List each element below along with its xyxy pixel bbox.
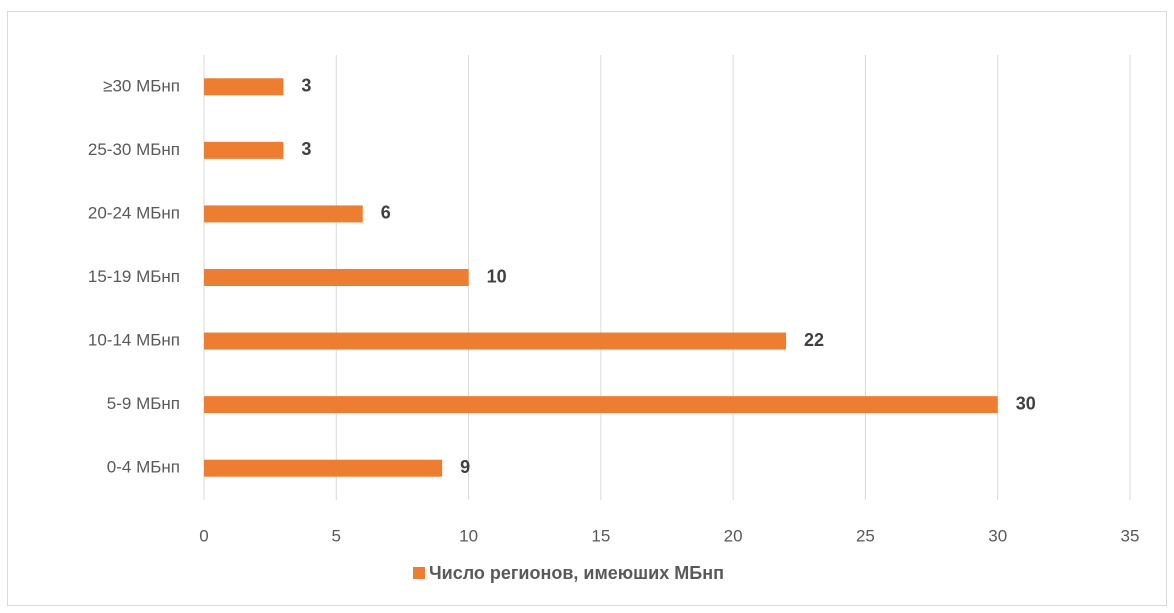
x-tick-label: 0 — [199, 526, 208, 545]
value-label: 10 — [487, 266, 507, 286]
value-label: 30 — [1016, 393, 1036, 413]
y-tick-label: 0-4 МБнп — [107, 458, 180, 477]
bar — [204, 205, 363, 223]
legend-label: Число регионов, имеюших МБнп — [429, 563, 724, 583]
y-tick-label: 25-30 МБнп — [88, 140, 180, 159]
value-label: 22 — [804, 330, 824, 350]
legend-swatch — [413, 567, 425, 579]
x-tick-label: 5 — [332, 526, 341, 545]
x-tick-label: 10 — [459, 526, 478, 545]
chart-border — [7, 11, 1167, 606]
y-tick-label: 5-9 МБнп — [107, 394, 180, 413]
value-label: 3 — [301, 139, 311, 159]
x-tick-label: 25 — [856, 526, 875, 545]
x-tick-label: 30 — [988, 526, 1007, 545]
value-label: 9 — [460, 457, 470, 477]
y-tick-label: 10-14 МБнп — [88, 331, 180, 350]
bar — [204, 78, 284, 96]
x-tick-label: 20 — [724, 526, 743, 545]
bar — [204, 332, 787, 350]
x-tick-label: 15 — [591, 526, 610, 545]
y-tick-label: 15-19 МБнп — [88, 267, 180, 286]
bar — [204, 396, 998, 414]
y-tick-label: 20-24 МБнп — [88, 203, 180, 222]
value-label: 3 — [301, 76, 311, 96]
bar — [204, 459, 443, 477]
bar — [204, 141, 284, 159]
bar — [204, 269, 469, 286]
value-label: 6 — [381, 203, 391, 223]
x-tick-label: 35 — [1121, 526, 1140, 545]
y-tick-label: ≥30 МБнп — [103, 76, 180, 95]
